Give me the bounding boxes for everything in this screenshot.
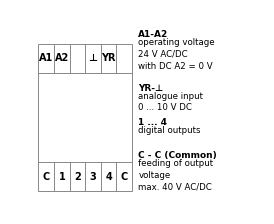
Text: digital outputs: digital outputs: [138, 126, 201, 135]
Bar: [38, 44, 132, 191]
Text: 2: 2: [74, 172, 81, 181]
Text: 4: 4: [105, 172, 112, 181]
Text: YR-⊥: YR-⊥: [138, 84, 164, 93]
Text: YR: YR: [101, 53, 116, 63]
Text: ⊥: ⊥: [89, 53, 98, 63]
Text: A1: A1: [39, 53, 53, 63]
Text: A1-A2: A1-A2: [138, 30, 169, 39]
Text: C - C (Common): C - C (Common): [138, 151, 217, 160]
Text: operating voltage
24 V AC/DC
with DC A2 = 0 V: operating voltage 24 V AC/DC with DC A2 …: [138, 38, 215, 71]
Text: 1 ... 4: 1 ... 4: [138, 118, 167, 127]
Text: 1: 1: [58, 172, 65, 181]
Text: A2: A2: [55, 53, 69, 63]
Text: feeding of output
voltage
max. 40 V AC/DC: feeding of output voltage max. 40 V AC/D…: [138, 159, 213, 192]
Text: C: C: [43, 172, 50, 181]
Text: 3: 3: [90, 172, 96, 181]
Text: analogue input
0 ... 10 V DC: analogue input 0 ... 10 V DC: [138, 92, 203, 112]
Text: C: C: [121, 172, 128, 181]
